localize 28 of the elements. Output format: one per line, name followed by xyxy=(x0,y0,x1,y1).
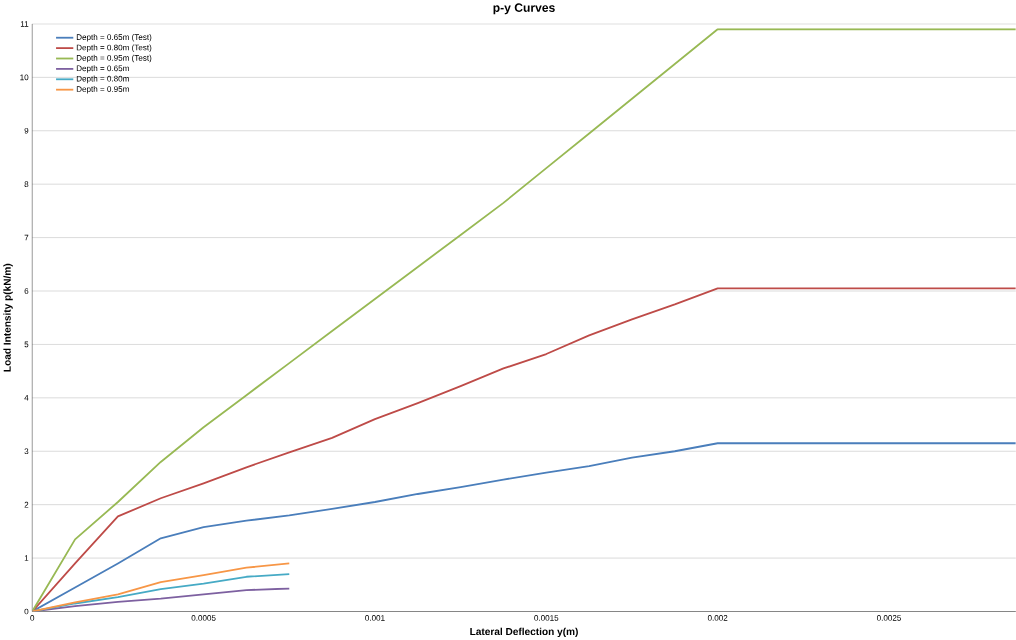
y-tick-label: 10 xyxy=(20,74,29,80)
y-tick-label: 7 xyxy=(24,234,29,241)
legend-label: Depth = 0.65m (Test) xyxy=(76,33,152,42)
legend-label: Depth = 0.95m xyxy=(76,85,129,94)
y-axis-title: Load Intensity p(kN/m) xyxy=(3,263,13,372)
x-tick-label: 0.001 xyxy=(365,614,385,621)
y-tick-label: 4 xyxy=(24,394,29,401)
x-tick-label: 0.0025 xyxy=(876,614,901,621)
y-tick-label: 8 xyxy=(24,181,29,187)
legend-label: Depth = 0.65m xyxy=(76,64,129,73)
x-axis-title: Lateral Deflection y(m) xyxy=(470,627,578,637)
x-tick-label: 0.0005 xyxy=(191,614,216,621)
legend-label: Depth = 0.80m xyxy=(76,75,129,83)
y-tick-label: 11 xyxy=(20,20,29,27)
y-tick-label: 1 xyxy=(24,555,29,561)
legend-label: Depth = 0.95m (Test) xyxy=(76,54,152,63)
legend-label: Depth = 0.80m (Test) xyxy=(76,44,152,52)
y-tick-label: 0 xyxy=(24,608,29,615)
y-tick-label: 2 xyxy=(24,501,29,508)
line-series xyxy=(32,562,291,612)
y-tick-label: 6 xyxy=(24,287,29,294)
x-tick-label: 0.002 xyxy=(707,614,728,621)
y-tick-label: 3 xyxy=(24,448,29,454)
chart-title: p-y Curves xyxy=(493,3,555,15)
y-tick-label: 5 xyxy=(24,341,29,347)
x-tick-label: 0.0015 xyxy=(534,614,559,621)
y-tick-label: 9 xyxy=(24,127,29,134)
x-tick-label: 0 xyxy=(30,614,35,621)
